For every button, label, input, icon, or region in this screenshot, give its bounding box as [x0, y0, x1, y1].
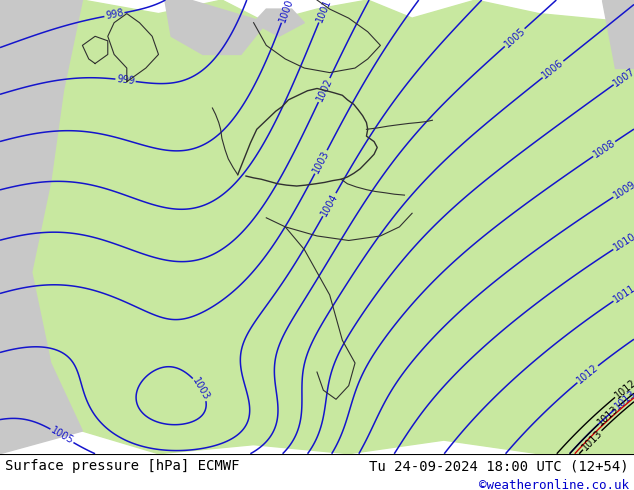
Text: 1012: 1012	[612, 377, 634, 400]
Text: 1006: 1006	[540, 58, 566, 81]
Text: 1013: 1013	[612, 389, 634, 412]
Polygon shape	[165, 0, 266, 54]
Text: Surface pressure [hPa] ECMWF: Surface pressure [hPa] ECMWF	[5, 459, 240, 473]
Polygon shape	[254, 9, 304, 36]
Text: 1011: 1011	[611, 283, 634, 305]
Text: 1010: 1010	[611, 231, 634, 253]
Text: 1012: 1012	[575, 363, 600, 386]
Text: Tu 24-09-2024 18:00 UTC (12+54): Tu 24-09-2024 18:00 UTC (12+54)	[369, 459, 629, 473]
Text: 1003: 1003	[190, 376, 212, 402]
Text: 1004: 1004	[319, 192, 340, 218]
Text: 1013: 1013	[580, 428, 604, 452]
Text: 1013: 1013	[596, 403, 621, 427]
Text: 1009: 1009	[611, 179, 634, 201]
Text: 1003: 1003	[311, 149, 331, 175]
Text: 1002: 1002	[314, 77, 334, 103]
Text: ©weatheronline.co.uk: ©weatheronline.co.uk	[479, 479, 629, 490]
Text: 1007: 1007	[612, 66, 634, 88]
Text: 1005: 1005	[502, 25, 527, 49]
Polygon shape	[0, 0, 82, 454]
Text: 999: 999	[116, 74, 135, 86]
Text: 1005: 1005	[49, 425, 75, 446]
Polygon shape	[602, 0, 634, 68]
Text: 1001: 1001	[314, 0, 333, 24]
Text: 1008: 1008	[592, 138, 617, 160]
Text: 998: 998	[105, 8, 124, 21]
Polygon shape	[32, 0, 634, 454]
Text: 1000: 1000	[277, 0, 295, 24]
